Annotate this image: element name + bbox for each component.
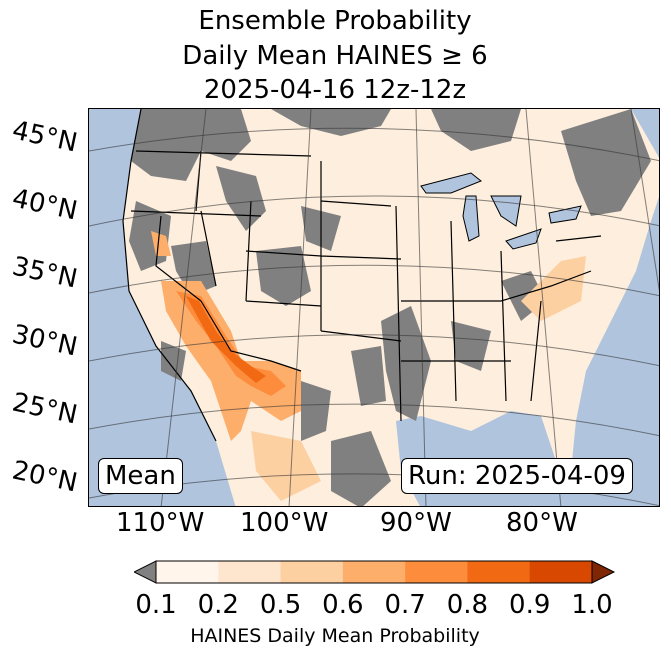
colorbar-segment bbox=[156, 561, 219, 583]
lat-label-25: 25°N bbox=[9, 387, 80, 431]
colorbar-over-extension bbox=[591, 560, 616, 584]
title-line-2: Daily Mean HAINES ≥ 6 bbox=[182, 41, 488, 71]
colorbar-tick: 0.1 bbox=[135, 590, 177, 620]
colorbar bbox=[134, 560, 616, 584]
colorbar-tick: 0.7 bbox=[384, 590, 426, 620]
colorbar-segment bbox=[467, 561, 531, 583]
colorbar-tick: 0.6 bbox=[322, 590, 364, 620]
high-probability-areas bbox=[151, 231, 586, 501]
colorbar-label: HAINES Daily Mean Probability bbox=[190, 625, 480, 647]
lat-label-20: 20°N bbox=[9, 455, 80, 499]
colorbar-tick: 0.2 bbox=[197, 590, 239, 620]
colorbar-tick: 0.8 bbox=[446, 590, 489, 620]
run-label: Run: 2025-04-09 bbox=[401, 458, 633, 494]
title-line-3: 2025-04-16 12z-12z bbox=[203, 75, 467, 105]
lon-label-100w: 100°W bbox=[240, 508, 329, 538]
lat-label-35: 35°N bbox=[9, 251, 80, 295]
lon-label-80w: 80°W bbox=[506, 508, 578, 538]
missing-data-areas bbox=[129, 109, 651, 506]
colorbar-segment bbox=[342, 561, 406, 583]
colorbar-segment bbox=[405, 561, 468, 583]
lon-label-90w: 90°W bbox=[380, 508, 452, 538]
colorbar-under-extension bbox=[134, 560, 157, 584]
mean-label: Mean bbox=[98, 458, 183, 494]
lat-label-45: 45°N bbox=[9, 115, 80, 159]
colorbar-segment bbox=[529, 561, 593, 583]
map-canvas bbox=[89, 109, 659, 506]
colorbar-segment bbox=[218, 561, 282, 583]
lat-label-30: 30°N bbox=[9, 319, 80, 363]
colorbar-tick: 0.9 bbox=[509, 590, 551, 620]
lon-label-110w: 110°W bbox=[116, 508, 205, 538]
lat-label-40: 40°N bbox=[9, 183, 80, 227]
probability-map bbox=[88, 108, 660, 507]
colorbar-segment bbox=[280, 561, 344, 583]
colorbar-tick: 1.0 bbox=[571, 590, 613, 620]
colorbar-outline bbox=[155, 560, 593, 584]
title-line-1: Ensemble Probability bbox=[198, 6, 472, 36]
state-borders bbox=[122, 109, 602, 442]
colorbar-tick: 0.5 bbox=[259, 590, 302, 620]
